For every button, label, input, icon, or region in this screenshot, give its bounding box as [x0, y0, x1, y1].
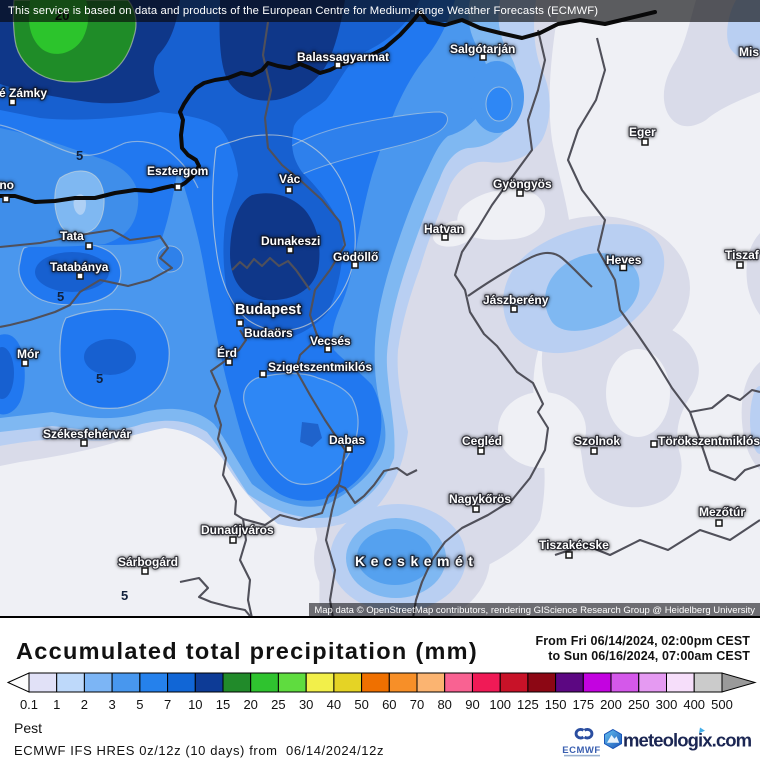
svg-text:Gödöllő: Gödöllő — [333, 250, 378, 264]
svg-text:Dunaújváros: Dunaújváros — [201, 523, 274, 537]
svg-text:árno: árno — [0, 178, 14, 192]
svg-text:Budaörs: Budaörs — [244, 326, 293, 340]
svg-text:5: 5 — [96, 371, 103, 386]
svg-text:ECMWF: ECMWF — [562, 745, 600, 756]
svg-text:30: 30 — [299, 697, 313, 712]
svg-text:Eger: Eger — [629, 125, 656, 139]
svg-text:125: 125 — [517, 697, 539, 712]
svg-text:Tata: Tata — [60, 229, 84, 243]
svg-text:Hatvan: Hatvan — [424, 222, 464, 236]
svg-text:Vác: Vác — [279, 172, 301, 186]
svg-text:25: 25 — [271, 697, 285, 712]
svg-text:Salgótarján: Salgótarján — [450, 42, 515, 56]
svg-text:Cegléd: Cegléd — [462, 434, 502, 448]
svg-text:Mis: Mis — [739, 45, 759, 59]
svg-text:10: 10 — [188, 697, 202, 712]
svg-text:Kecskemét: Kecskemét — [355, 553, 478, 569]
svg-text:70: 70 — [410, 697, 424, 712]
svg-text:40: 40 — [327, 697, 341, 712]
svg-text:90: 90 — [465, 697, 479, 712]
svg-text:Nagykőrös: Nagykőrös — [449, 492, 511, 506]
svg-text:Mezőtúr: Mezőtúr — [699, 505, 745, 519]
svg-text:300: 300 — [656, 697, 678, 712]
svg-text:150: 150 — [545, 697, 567, 712]
svg-text:2: 2 — [81, 697, 88, 712]
svg-text:Balassagyarmat: Balassagyarmat — [297, 50, 389, 64]
svg-text:Gyöngyös: Gyöngyös — [493, 177, 552, 191]
svg-text:Sárbogárd: Sárbogárd — [118, 555, 178, 569]
svg-text:Jászberény: Jászberény — [483, 293, 549, 307]
svg-text:5: 5 — [76, 148, 83, 163]
svg-text:250: 250 — [628, 697, 650, 712]
svg-text:500: 500 — [711, 697, 733, 712]
svg-text:Vecsés: Vecsés — [310, 334, 351, 348]
svg-text:50: 50 — [354, 697, 368, 712]
svg-text:Érd: Érd — [217, 345, 237, 360]
svg-text:Dabas: Dabas — [329, 433, 365, 447]
svg-text:Szigetszentmiklós: Szigetszentmiklós — [268, 360, 372, 374]
svg-text:7: 7 — [164, 697, 171, 712]
svg-text:Budapest: Budapest — [235, 302, 301, 318]
svg-text:15: 15 — [216, 697, 230, 712]
svg-text:60: 60 — [382, 697, 396, 712]
svg-text:175: 175 — [572, 697, 594, 712]
svg-text:Dunakeszi: Dunakeszi — [261, 234, 320, 248]
svg-text:80: 80 — [437, 697, 451, 712]
svg-text:5: 5 — [57, 289, 64, 304]
svg-text:0.1: 0.1 — [20, 697, 38, 712]
svg-text:Törökszentmiklós: Törökszentmiklós — [658, 434, 760, 448]
svg-text:3: 3 — [108, 697, 115, 712]
svg-text:Tiszakécske: Tiszakécske — [539, 538, 609, 552]
svg-text:Mór: Mór — [17, 347, 39, 361]
svg-text:Tatabánya: Tatabánya — [50, 260, 109, 274]
svg-text:é Zámky: é Zámky — [0, 86, 47, 100]
svg-text:5: 5 — [136, 697, 143, 712]
svg-text:1: 1 — [53, 697, 60, 712]
svg-text:meteologix.com: meteologix.com — [623, 729, 752, 750]
svg-text:Szolnok: Szolnok — [574, 434, 620, 448]
svg-text:Heves: Heves — [606, 253, 642, 267]
svg-text:Tiszaf: Tiszaf — [725, 248, 760, 262]
svg-text:200: 200 — [600, 697, 622, 712]
svg-text:100: 100 — [489, 697, 511, 712]
svg-text:5: 5 — [121, 588, 128, 603]
svg-text:Esztergom: Esztergom — [147, 164, 208, 178]
svg-text:Székesfehérvár: Székesfehérvár — [43, 427, 131, 441]
svg-text:20: 20 — [243, 697, 257, 712]
svg-text:400: 400 — [683, 697, 705, 712]
